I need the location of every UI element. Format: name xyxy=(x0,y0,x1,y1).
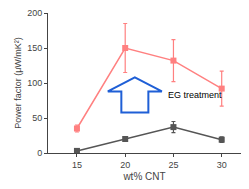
svg-text:150: 150 xyxy=(27,43,42,53)
svg-text:200: 200 xyxy=(27,8,42,18)
svg-text:50: 50 xyxy=(32,113,42,123)
svg-text:20: 20 xyxy=(120,160,130,170)
svg-text:Power factor (μW/mK²): Power factor (μW/mK²) xyxy=(13,37,23,129)
svg-text:0: 0 xyxy=(37,148,42,158)
svg-text:25: 25 xyxy=(168,160,178,170)
svg-text:wt% CNT: wt% CNT xyxy=(122,171,165,182)
svg-text:100: 100 xyxy=(27,78,42,88)
svg-text:15: 15 xyxy=(72,160,82,170)
svg-text:EG treatment: EG treatment xyxy=(168,90,222,100)
svg-text:30: 30 xyxy=(217,160,227,170)
